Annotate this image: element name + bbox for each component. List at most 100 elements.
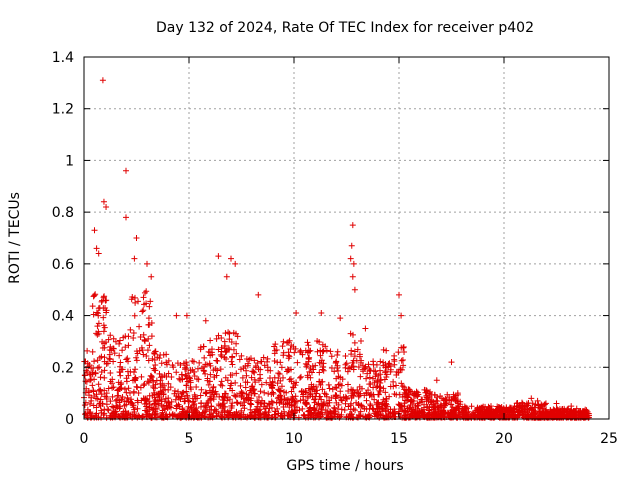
data-point [133,348,140,355]
data-point [163,351,170,358]
data-point [493,410,500,417]
data-point [315,400,322,407]
data-point [109,403,116,410]
data-point [377,358,384,365]
data-point [137,333,144,340]
data-point [540,412,547,419]
data-point [228,405,235,412]
data-point [233,340,240,347]
data-point [219,393,226,400]
data-point [224,394,231,401]
data-point [363,397,370,404]
data-point [250,387,257,394]
data-point [319,378,326,385]
data-point [472,407,479,414]
data-point [307,391,314,398]
data-point [218,378,225,385]
data-point [81,402,88,409]
data-point [91,358,98,365]
data-point [140,331,147,338]
data-point [249,383,256,390]
data-point [127,326,134,333]
data-point [107,398,114,405]
data-point [222,390,229,397]
data-point [393,382,400,389]
data-point [335,381,342,388]
data-point [280,352,287,359]
data-point [341,406,348,413]
data-point [285,396,292,403]
data-point [395,401,402,408]
data-point [320,401,327,408]
data-point [396,291,402,298]
data-point [442,396,449,403]
data-point [318,309,325,316]
data-point [288,342,295,349]
data-point [258,358,265,365]
data-point [151,401,158,408]
data-point [105,336,112,343]
data-point [190,402,197,409]
data-point [207,393,214,400]
data-point [177,412,184,419]
data-point [424,390,431,397]
data-point [141,381,148,388]
data-point [279,343,286,350]
data-point [132,375,139,382]
x-tick-label: 0 [80,431,89,447]
data-point [380,396,387,403]
data-point [465,408,472,415]
data-point [184,378,191,385]
data-point [399,383,406,390]
data-point [233,350,240,357]
data-point [411,390,418,397]
data-point [491,413,498,420]
data-point [285,412,292,419]
data-point [311,399,318,406]
data-point [374,378,381,385]
data-point [157,384,164,391]
data-point [98,353,105,360]
data-point [455,398,462,405]
data-point [437,408,444,415]
data-point [348,392,355,399]
data-point [264,358,271,365]
data-point [326,399,333,406]
data-point [437,393,444,400]
data-point [103,307,110,314]
data-point [232,260,239,267]
data-point [100,198,107,205]
data-point [135,298,142,305]
data-point [398,357,405,364]
data-point [362,325,369,332]
data-point [197,403,204,410]
data-point [387,366,394,373]
data-point [139,308,146,315]
data-point [452,394,459,401]
data-point [471,413,478,420]
data-point [189,358,196,365]
data-point [350,260,357,267]
data-point [207,337,214,344]
data-point [345,403,352,410]
data-point [93,309,100,316]
data-point [171,387,178,394]
y-tick-labels: 0 0.2 0.4 0.6 0.8 1 1.2 1.4 [52,50,74,428]
data-point [386,360,393,367]
data-point [217,381,224,388]
data-point [165,395,172,402]
data-point [401,348,408,355]
data-point [129,294,136,301]
data-point [223,273,230,280]
data-point [136,323,143,330]
data-point [83,378,90,385]
data-point [323,400,330,407]
data-point [213,372,220,379]
data-point [350,357,357,364]
data-point [555,409,562,416]
data-point [435,406,442,413]
data-point [228,338,235,345]
data-point [103,390,110,397]
data-point [215,253,222,260]
data-point [218,334,225,341]
